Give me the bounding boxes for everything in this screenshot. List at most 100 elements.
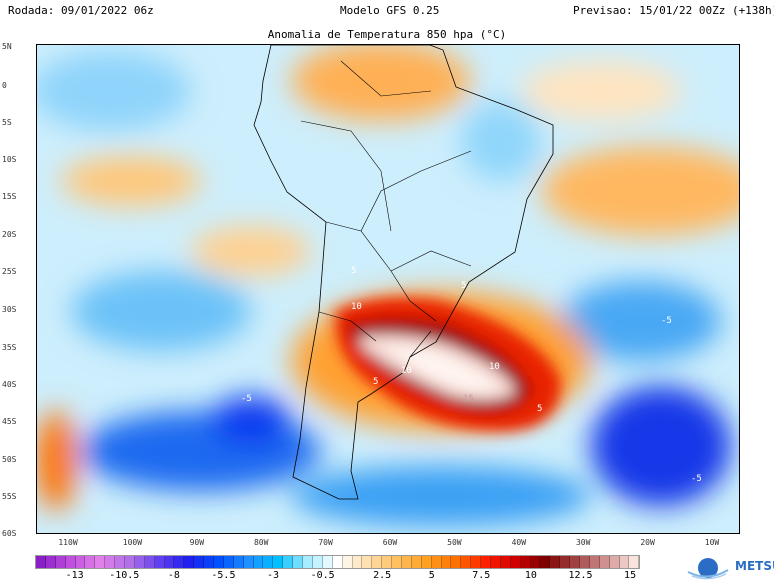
lat-tick-label: 60S bbox=[2, 529, 17, 538]
colorbar-cell bbox=[45, 556, 56, 568]
colorbar-cell bbox=[125, 556, 135, 568]
colorbar-cell bbox=[579, 556, 590, 568]
lon-tick-label: 40W bbox=[511, 538, 527, 547]
contour-label: -5 bbox=[241, 394, 252, 404]
colorbar-tick-label: 5 bbox=[428, 570, 435, 581]
forecast-label: Previsao: 15/01/22 00Zz (+138h) bbox=[573, 4, 774, 17]
lon-tick-label: 20W bbox=[640, 538, 655, 547]
country-borders bbox=[300, 60, 472, 358]
colorbar-cell bbox=[609, 556, 620, 568]
colorbar-cell bbox=[570, 556, 580, 568]
colorbar-tick-label: 7.5 bbox=[472, 570, 491, 581]
colorbar-cell bbox=[441, 556, 452, 568]
colorbar-tick-label: -0.5 bbox=[310, 570, 335, 581]
lat-tick-label: 10S bbox=[2, 155, 17, 164]
colorbar-tick-label: 2.5 bbox=[373, 570, 392, 581]
colorbar-cell bbox=[382, 556, 393, 568]
colorbar-cell bbox=[599, 556, 610, 568]
colorbar-cell bbox=[174, 556, 185, 568]
contour-label: -5 bbox=[691, 474, 702, 484]
model-label: Modelo GFS 0.25 bbox=[340, 4, 440, 17]
colorbar-cell bbox=[184, 556, 195, 568]
colorbar-cell bbox=[500, 556, 511, 568]
lon-tick-label: 80W bbox=[253, 538, 269, 547]
lon-tick-label: 90W bbox=[189, 538, 205, 547]
lat-tick-label: 40S bbox=[2, 380, 17, 389]
colorbar-cell bbox=[520, 556, 531, 568]
lat-tick-label: 0 bbox=[2, 81, 7, 90]
colorbar-tick-label: 15 bbox=[624, 570, 637, 581]
lon-tick-label: 50W bbox=[447, 538, 462, 547]
colorbar-cell bbox=[204, 556, 215, 568]
colorbar-cell bbox=[332, 556, 343, 568]
colorbar-cell bbox=[65, 556, 76, 568]
colorbar-cell bbox=[55, 556, 66, 568]
colorbar-cell bbox=[322, 556, 333, 568]
colorbar-cell bbox=[481, 556, 491, 568]
colorbar-cell bbox=[431, 556, 442, 568]
colorbar-cell bbox=[85, 556, 96, 568]
lat-tick-label: 55S bbox=[2, 492, 17, 501]
lon-tick-label: 70W bbox=[318, 538, 333, 547]
colorbar-cell bbox=[95, 556, 106, 568]
colorbar-tick-label: -10.5 bbox=[109, 570, 140, 581]
colorbar-cell bbox=[451, 556, 462, 568]
run-label: Rodada: 09/01/2022 06z bbox=[8, 4, 154, 17]
colorbar-cell bbox=[372, 556, 383, 568]
colorbar-cell bbox=[490, 556, 501, 568]
lat-tick-label: 50S bbox=[2, 455, 17, 464]
contour-label: 5 bbox=[351, 266, 356, 276]
south-america-outline bbox=[253, 44, 554, 500]
colorbar-cell bbox=[194, 556, 205, 568]
lat-tick-label: 15S bbox=[2, 192, 17, 201]
colorbar-cell bbox=[342, 556, 353, 568]
colorbar-cell bbox=[312, 556, 323, 568]
colorbar-tick-label: -5.5 bbox=[211, 570, 236, 581]
colorbar-cell bbox=[263, 556, 274, 568]
colorbar-cell bbox=[589, 556, 600, 568]
lon-tick-label: 100W bbox=[122, 538, 143, 547]
colorbar-tick-label: -8 bbox=[167, 570, 180, 581]
colorbar-cell bbox=[253, 556, 264, 568]
lon-tick-label: 110W bbox=[58, 538, 78, 547]
colorbar-cell bbox=[214, 556, 224, 568]
colorbar bbox=[35, 555, 640, 569]
colorbar-cell bbox=[401, 556, 412, 568]
map-title: Anomalia de Temperatura 850 hpa (°C) bbox=[267, 28, 507, 41]
colorbar-tick-label: 12.5 bbox=[568, 570, 593, 581]
colorbar-cell bbox=[223, 556, 234, 568]
colorbar-cell bbox=[510, 556, 521, 568]
colorbar-cell bbox=[164, 556, 175, 568]
colorbar-cell bbox=[36, 556, 46, 568]
colorbar-cell bbox=[629, 556, 640, 568]
colorbar-cell bbox=[619, 556, 630, 568]
contour-label: 10 bbox=[351, 302, 362, 312]
colorbar-cell bbox=[293, 556, 304, 568]
colorbar-cell bbox=[243, 556, 254, 568]
colorbar-tick-label: -3 bbox=[267, 570, 280, 581]
colorbar-cell bbox=[273, 556, 284, 568]
anomaly-map: 10 10 10 5 5 5 5 -5 -5 -5 15 bbox=[31, 41, 761, 534]
lon-tick-label: 30W bbox=[575, 538, 591, 547]
colorbar-cell bbox=[154, 556, 165, 568]
colorbar-cell bbox=[233, 556, 244, 568]
colorbar-cell bbox=[392, 556, 402, 568]
colorbar-cell bbox=[75, 556, 86, 568]
colorbar-cell bbox=[362, 556, 373, 568]
colorbar-cell bbox=[283, 556, 294, 568]
lat-tick-label: 25S bbox=[2, 267, 17, 276]
colorbar-cell bbox=[411, 556, 422, 568]
contour-label: 5 bbox=[537, 404, 542, 414]
colorbar-cell bbox=[144, 556, 155, 568]
contour-label: 15 bbox=[463, 394, 474, 404]
lat-tick-label: 5N bbox=[2, 42, 12, 51]
colorbar-cell bbox=[303, 556, 313, 568]
colorbar-tick-label: 10 bbox=[524, 570, 537, 581]
colorbar-cell bbox=[550, 556, 561, 568]
contour-label: 5 bbox=[373, 377, 378, 387]
contour-label: 5 bbox=[461, 281, 466, 291]
anomaly-field: 10 10 10 5 5 5 5 -5 -5 -5 15 bbox=[31, 41, 761, 533]
lat-tick-label: 45S bbox=[2, 417, 17, 426]
colorbar-cell bbox=[352, 556, 363, 568]
